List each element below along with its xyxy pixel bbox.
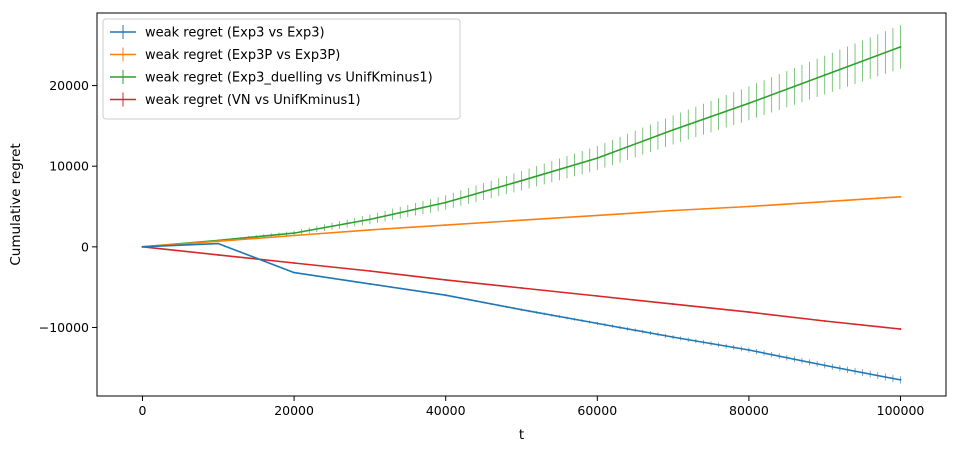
data-point [520,219,523,222]
data-point [217,240,220,243]
data-point [672,303,675,305]
data-point [293,262,295,264]
data-point [899,328,902,330]
series-3 [141,245,902,330]
x-tick-label: 40000 [426,403,466,418]
x-tick-label: 20000 [274,403,314,418]
legend-item-0: weak regret (Exp3 vs Exp3) [110,25,325,41]
data-point [823,200,826,203]
legend-box [102,18,461,120]
legend: weak regret (Exp3 vs Exp3) weak regret (E… [102,18,461,120]
data-point [444,278,447,281]
legend-label: weak regret (Exp3 vs Exp3) [145,26,325,41]
data-point [520,308,523,311]
data-point [368,270,371,272]
legend-label: weak regret (VN vs UnifKminus1) [145,93,361,108]
data-point [672,129,675,131]
data-point [596,157,599,160]
data-point [141,245,144,248]
data-point [293,232,295,235]
y-axis-label: Cumulative regret [8,143,24,265]
data-point [672,336,675,339]
data-point [368,228,371,231]
data-point [368,283,371,285]
data-point [823,74,826,76]
data-point [596,322,599,325]
data-point [217,253,220,256]
data-point [748,205,750,208]
data-point [520,287,523,289]
data-point [444,201,447,204]
y-tick-label: 10000 [49,159,89,174]
series-1 [141,195,902,248]
data-point [672,209,675,212]
legend-label: weak regret (Exp3_duelling vs UnifKminus… [145,71,433,86]
data-point [293,271,295,274]
data-point [748,311,750,314]
data-point [596,295,599,297]
plot-frame [96,12,947,397]
legend-item-2: weak regret (Exp3_duelling vs UnifKminus… [110,70,433,86]
series-2 [141,25,902,248]
y-tick-label: 20000 [49,78,89,93]
y-tick-label: 0 [81,239,89,254]
data-point [899,45,902,48]
series-0 [141,242,902,384]
data-point [823,364,826,367]
data-point [293,234,295,237]
data-point [899,378,902,381]
x-tick-label: 100000 [877,403,925,418]
data-point [748,102,750,105]
data-point [596,214,599,217]
x-axis: 0 20000 40000 60000 80000 100000 [139,396,925,418]
legend-label: weak regret (Exp3P vs Exp3P) [145,48,340,63]
x-axis-label: t [519,427,524,443]
data-point [899,195,902,198]
x-tick-label: 80000 [729,403,769,418]
x-tick-label: 0 [139,403,147,418]
data-point [444,224,447,226]
legend-item-3: weak regret (VN vs UnifKminus1) [110,92,361,108]
data-point [444,294,447,297]
series-layer [141,25,902,384]
legend-item-1: weak regret (Exp3P vs Exp3P) [110,47,340,63]
y-axis: −10000 0 10000 20000 [39,78,97,335]
data-point [823,320,826,322]
y-tick-label: −10000 [39,320,89,335]
data-point [520,179,523,182]
x-tick-label: 60000 [577,403,617,418]
data-point [748,349,750,351]
data-point [217,242,220,245]
data-point [368,218,371,221]
